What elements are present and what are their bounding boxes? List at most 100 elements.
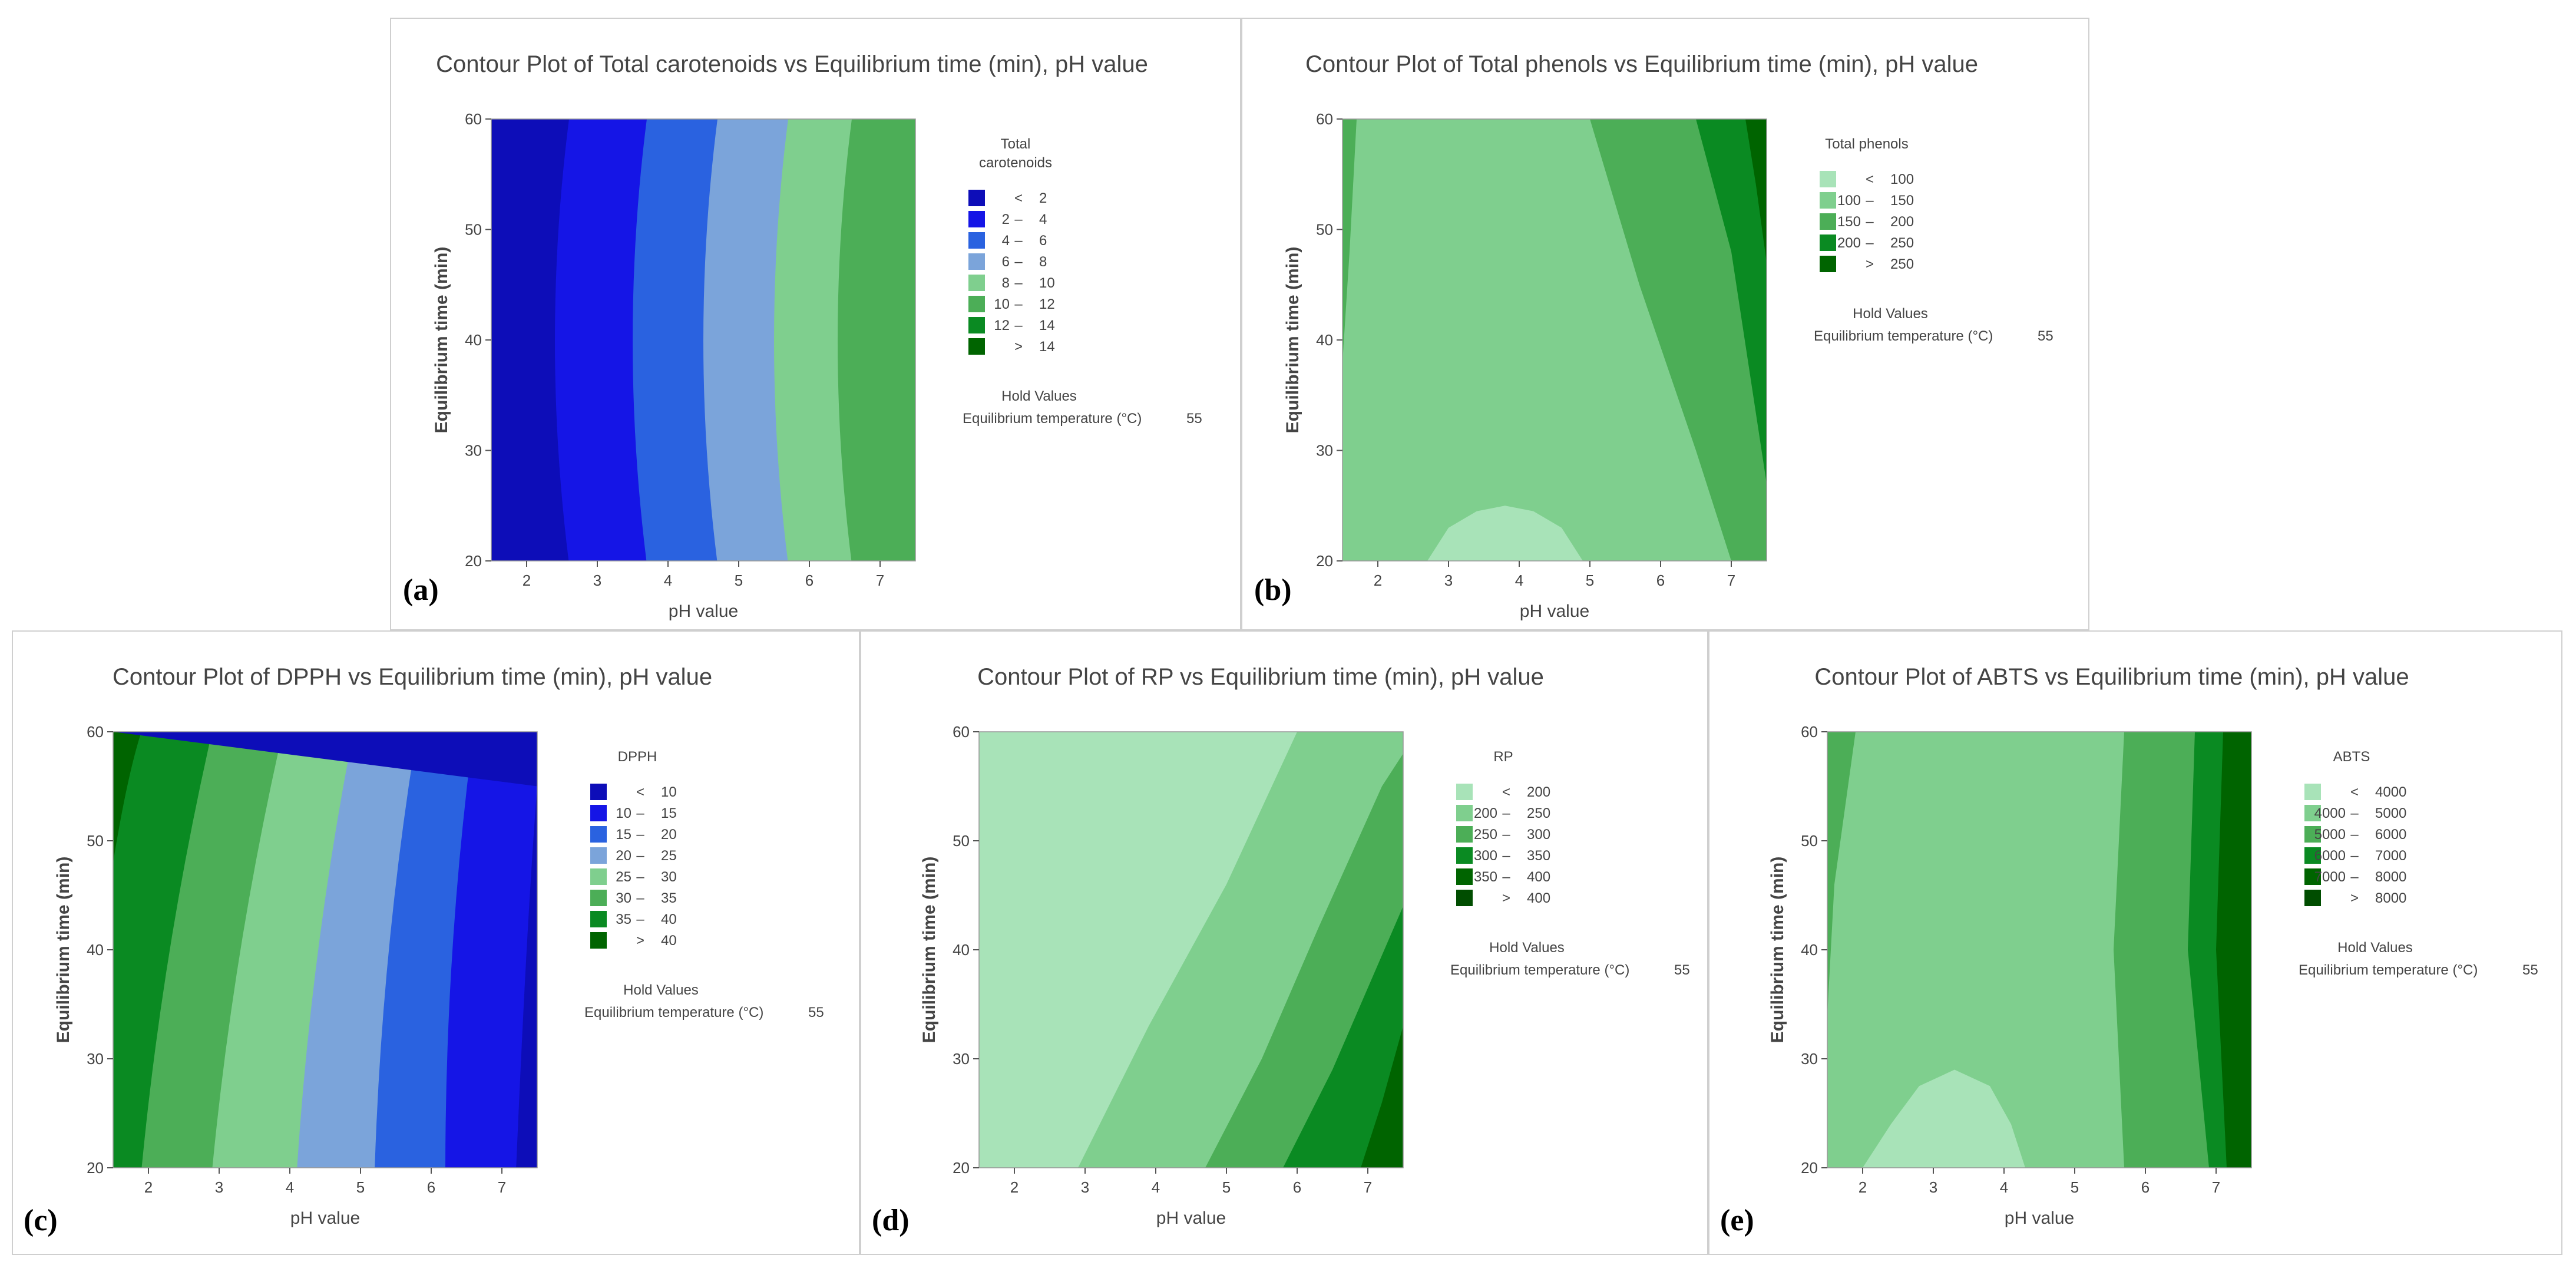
legend-label: 8000 bbox=[2375, 869, 2406, 885]
contour-region bbox=[1283, 906, 1403, 1168]
y-tick-label: 50 bbox=[87, 832, 104, 850]
x-tick-label: 5 bbox=[2071, 1178, 2079, 1196]
legend-label: – bbox=[1502, 869, 1510, 885]
contour-region bbox=[113, 732, 537, 1168]
legend-label: 100 bbox=[1890, 171, 1914, 187]
panel-e: Contour Plot of ABTS vs Equilibrium time… bbox=[1708, 630, 2562, 1255]
x-axis-label: pH value bbox=[1520, 602, 1589, 621]
legend-label: 300 bbox=[1474, 848, 1497, 864]
y-tick-label: 20 bbox=[1801, 1159, 1818, 1177]
legend-label: – bbox=[1014, 318, 1023, 333]
contour-regions bbox=[1827, 732, 2251, 1168]
contour-regions bbox=[979, 732, 1403, 1168]
y-axis-label: Equilibrium time (min) bbox=[1768, 857, 1787, 1043]
legend-title: Total bbox=[1001, 136, 1031, 152]
x-tick-label: 3 bbox=[1081, 1178, 1089, 1196]
y-tick-label: 40 bbox=[953, 941, 970, 959]
panel-b: Contour Plot of Total phenols vs Equilib… bbox=[1241, 18, 2089, 630]
legend-label: 12 bbox=[1039, 296, 1055, 312]
contour-regions bbox=[491, 119, 915, 561]
panel-label-d: (d) bbox=[872, 1204, 910, 1237]
legend-label: 250 bbox=[1474, 827, 1497, 843]
y-tick-label: 30 bbox=[1316, 442, 1333, 460]
legend-label: 4000 bbox=[2314, 805, 2346, 821]
x-tick-label: 3 bbox=[215, 1178, 223, 1196]
x-tick-label: 3 bbox=[1929, 1178, 1937, 1196]
legend-label: – bbox=[1014, 212, 1023, 227]
x-tick-label: 2 bbox=[144, 1178, 153, 1196]
legend-label: 2 bbox=[1039, 190, 1047, 206]
legend-swatch bbox=[968, 190, 985, 206]
hold-values-label: Equilibrium temperature (°C) bbox=[584, 1005, 763, 1020]
legend-label: – bbox=[2350, 827, 2359, 843]
legend-label: 14 bbox=[1039, 339, 1055, 355]
legend-label: 10 bbox=[661, 784, 677, 800]
x-tick-label: 7 bbox=[876, 572, 884, 589]
legend-label: 350 bbox=[1474, 869, 1497, 885]
legend-label: – bbox=[1014, 275, 1023, 291]
x-tick-label: 4 bbox=[664, 572, 672, 589]
legend-label: < bbox=[1014, 190, 1023, 206]
legend-swatch bbox=[590, 932, 607, 949]
panel-d: Contour Plot of RP vs Equilibrium time (… bbox=[860, 630, 1708, 1255]
legend-title: ABTS bbox=[2333, 749, 2370, 765]
hold-values-value: 55 bbox=[2038, 328, 2053, 344]
legend-label: 8 bbox=[1039, 254, 1047, 270]
legend-label: > bbox=[1014, 339, 1023, 355]
x-tick-label: 3 bbox=[1444, 572, 1453, 589]
hold-values-value: 55 bbox=[1674, 962, 1690, 978]
legend-label: 15 bbox=[616, 827, 631, 843]
legend-label: 400 bbox=[1527, 890, 1550, 906]
hold-values-title: Hold Values bbox=[1853, 306, 1928, 322]
x-tick-label: 7 bbox=[1727, 572, 1735, 589]
legend-label: < bbox=[1502, 784, 1510, 800]
hold-values-label: Equilibrium temperature (°C) bbox=[1814, 328, 1993, 344]
x-tick-label: 5 bbox=[1222, 1178, 1231, 1196]
contour-region bbox=[1427, 506, 1583, 561]
legend-label: – bbox=[636, 911, 644, 927]
y-tick-label: 20 bbox=[465, 552, 482, 570]
panel-label-b: (b) bbox=[1254, 573, 1292, 607]
x-axis-label: pH value bbox=[290, 1208, 360, 1228]
legend-swatch bbox=[590, 890, 607, 906]
legend-swatch bbox=[1456, 805, 1473, 821]
x-tick-label: 6 bbox=[805, 572, 814, 589]
contour-region bbox=[1342, 119, 1357, 362]
legend-label: 8000 bbox=[2375, 890, 2406, 906]
contour-chart-a: Contour Plot of Total carotenoids vs Equ… bbox=[432, 51, 1202, 621]
y-tick-label: 50 bbox=[465, 221, 482, 239]
legend-swatch bbox=[1820, 213, 1836, 230]
y-tick-label: 60 bbox=[465, 110, 482, 128]
contour-region bbox=[1361, 1026, 1403, 1168]
hold-values-value: 55 bbox=[2522, 962, 2538, 978]
x-axis-label: pH value bbox=[669, 602, 738, 621]
legend-label: 250 bbox=[1890, 235, 1914, 251]
legend-label: 4000 bbox=[2375, 784, 2406, 800]
legend-label: 10 bbox=[616, 805, 631, 821]
x-tick-label: 4 bbox=[286, 1178, 294, 1196]
legend-label: 200 bbox=[1474, 805, 1497, 821]
legend-label: 150 bbox=[1890, 193, 1914, 209]
panel-label-a: (a) bbox=[403, 573, 439, 607]
legend-label: 35 bbox=[661, 890, 677, 906]
legend-swatch bbox=[2304, 847, 2321, 864]
legend-label: 10 bbox=[994, 296, 1010, 312]
legend-label: 40 bbox=[661, 911, 677, 927]
legend-swatch bbox=[2304, 826, 2321, 843]
legend-label: 250 bbox=[1527, 805, 1550, 821]
hold-values-label: Equilibrium temperature (°C) bbox=[2299, 962, 2478, 978]
y-axis-label: Equilibrium time (min) bbox=[54, 857, 73, 1043]
y-tick-label: 30 bbox=[953, 1050, 970, 1068]
legend-label: 15 bbox=[661, 805, 677, 821]
y-tick-label: 20 bbox=[87, 1159, 104, 1177]
legend-label: 30 bbox=[616, 890, 631, 906]
x-tick-label: 3 bbox=[593, 572, 601, 589]
chart-title: Contour Plot of RP vs Equilibrium time (… bbox=[977, 664, 1544, 690]
y-tick-label: 20 bbox=[1316, 552, 1333, 570]
legend-label: 5000 bbox=[2375, 805, 2406, 821]
hold-values-title: Hold Values bbox=[1489, 940, 1565, 956]
legend-label: 7000 bbox=[2314, 869, 2346, 885]
legend-label: – bbox=[1502, 805, 1510, 821]
legend-swatch bbox=[1456, 847, 1473, 864]
legend-swatch bbox=[590, 826, 607, 843]
